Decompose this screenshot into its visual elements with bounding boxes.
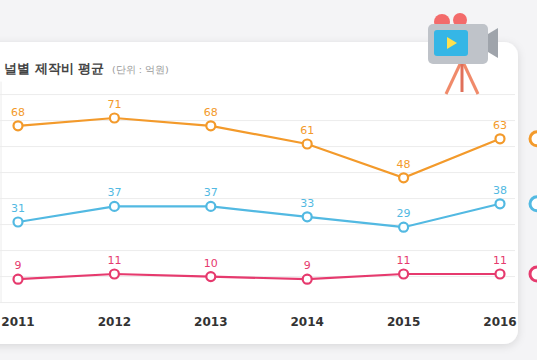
data-label: 31	[11, 202, 25, 215]
point-marker	[110, 114, 119, 123]
grid-line	[0, 224, 515, 225]
point-marker	[206, 202, 215, 211]
point-marker	[399, 173, 408, 182]
x-tick-label: 2012	[98, 315, 131, 329]
point-marker	[206, 272, 215, 281]
point-marker	[206, 121, 215, 130]
point-marker	[110, 270, 119, 279]
point-marker	[399, 270, 408, 279]
grid-line	[0, 172, 515, 173]
y-axis-line	[1, 82, 2, 303]
series-line	[18, 204, 500, 227]
marks	[14, 114, 505, 284]
series-tab	[530, 132, 537, 146]
point-marker	[110, 202, 119, 211]
data-label: 9	[15, 259, 22, 272]
data-label: 11	[107, 254, 121, 267]
point-marker	[14, 275, 23, 284]
data-label: 61	[300, 124, 314, 137]
card	[0, 42, 518, 344]
point-marker	[14, 218, 23, 227]
point-marker	[496, 270, 505, 279]
camera-icon	[428, 13, 498, 94]
data-label: 9	[304, 259, 311, 272]
grid-line	[0, 302, 515, 303]
chart-container: 널별 제작비 평균 (단위 : 억원) 2011 2012 2013 2014 2015 20…	[0, 0, 537, 360]
data-label: 11	[397, 254, 411, 267]
series-tab	[530, 197, 537, 211]
data-label: 29	[397, 207, 411, 220]
tripod-leg	[462, 60, 478, 94]
camera-screen	[434, 30, 468, 56]
point-marker	[496, 134, 505, 143]
grid-line	[0, 94, 515, 95]
tripod-leg	[446, 60, 462, 94]
x-tick-label: 2011	[1, 315, 34, 329]
data-label: 33	[300, 197, 314, 210]
grid-line	[0, 198, 515, 199]
series-tab	[530, 267, 537, 281]
data-label: 48	[397, 158, 411, 171]
subtitle: (단위 : 억원)	[112, 64, 169, 75]
camera-body	[428, 24, 488, 64]
x-tick-label: 2015	[387, 315, 420, 329]
data-label: 68	[11, 106, 25, 119]
series-line	[18, 118, 500, 178]
point-marker	[496, 199, 505, 208]
camera-lens	[488, 28, 498, 58]
data-label: 37	[107, 186, 121, 199]
x-tick-label: 2013	[194, 315, 227, 329]
data-label: 38	[493, 184, 507, 197]
data-label: 63	[493, 119, 507, 132]
grid-line	[0, 250, 515, 251]
tripod-leg	[461, 60, 464, 92]
x-tick-label: 2014	[290, 315, 323, 329]
play-icon	[447, 37, 457, 49]
data-label: 11	[493, 254, 507, 267]
series-line	[18, 274, 500, 279]
data-label: 68	[204, 106, 218, 119]
grid-line	[0, 146, 515, 147]
data-label: 10	[204, 257, 218, 270]
point-marker	[303, 212, 312, 221]
chart-svg: 널별 제작비 평균 (단위 : 억원) 2011 2012 2013 2014 2015 20…	[0, 0, 537, 360]
title: 널별 제작비 평균	[4, 61, 104, 76]
x-tick-label: 2016	[483, 315, 516, 329]
data-label: 71	[107, 98, 121, 111]
point-marker	[399, 223, 408, 232]
data-label: 37	[204, 186, 218, 199]
grid	[0, 95, 515, 303]
point-marker	[14, 121, 23, 130]
point-marker	[303, 275, 312, 284]
point-marker	[303, 140, 312, 149]
